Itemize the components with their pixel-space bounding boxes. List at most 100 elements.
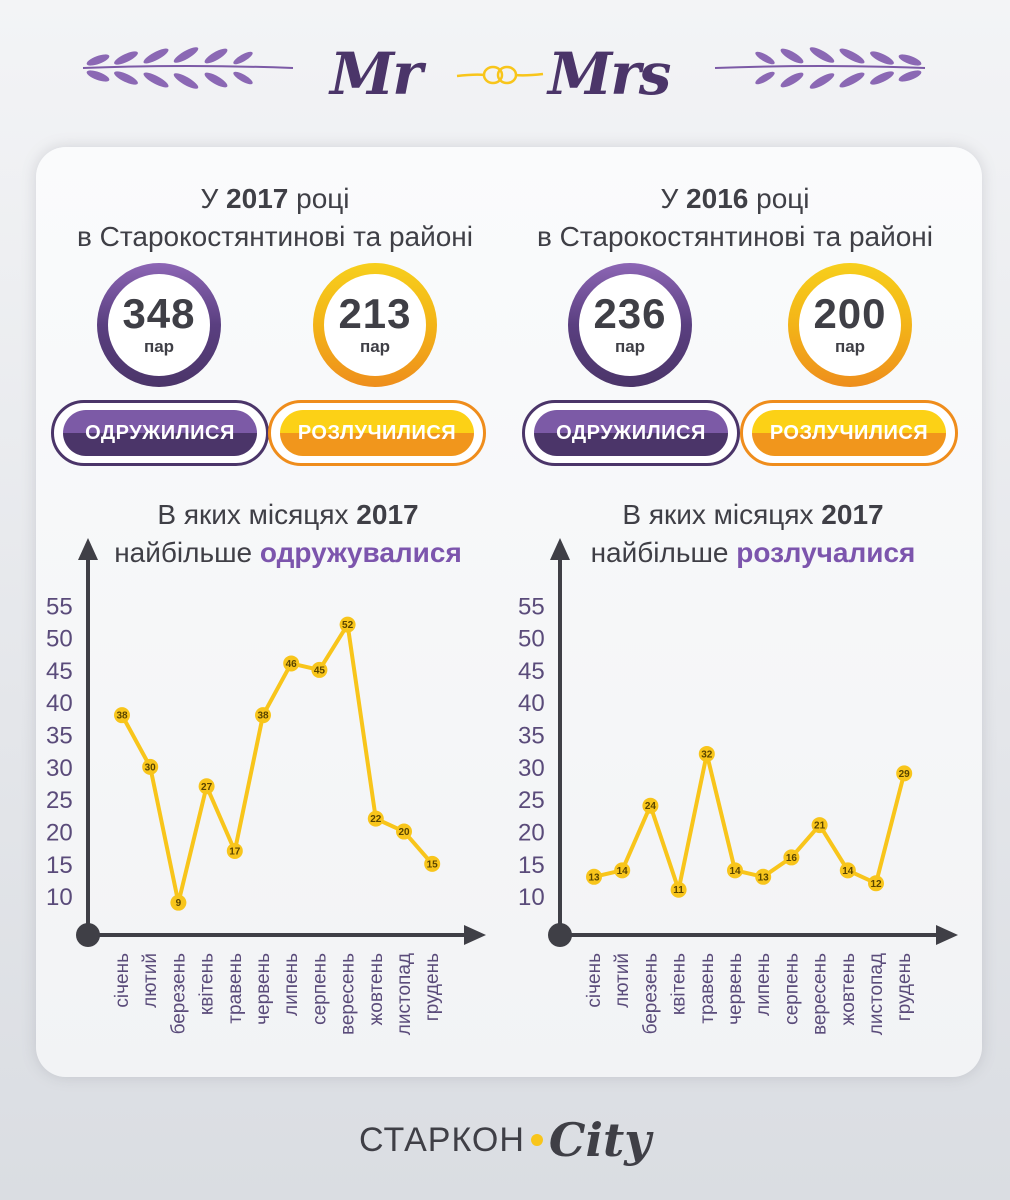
right-chart-data-label: 13 [588,872,600,883]
right-chart-data-point [586,868,602,885]
left-chart-data-label: 38 [116,711,128,722]
left-chart-data-point [283,655,300,672]
left-chart-data-label: 17 [229,846,241,857]
right-chart-x-tick-label: березень [640,953,661,1035]
right-divorced-circle: 200 пар [788,263,912,387]
right-year: 2016 [686,183,749,214]
right-chart-data-label: 14 [729,866,741,877]
right-chart-y-tick-label: 10 [518,884,545,911]
right-married-unit: пар [614,337,646,356]
right-chart-x-tick-label: липень [753,953,774,1016]
left-divorced-label: РОЗЛУЧИЛИСЯ [280,410,474,456]
left-chart-line2-pre: найбільше [114,537,260,568]
right-line-chart: 10 15 20 25 30 35 40 45 50 55 січень лютий березень к… [518,538,958,1035]
right-married-count: 236 [593,290,667,337]
right-chart-data-point [670,881,687,898]
left-subtitle: в Старокостянтинові та районі [77,221,473,252]
left-divorced-count: 213 [338,290,412,337]
right-chart-data-point [727,862,743,879]
right-laurel-icon [714,47,926,89]
left-married-label: ОДРУЖИЛИСЯ [63,410,257,456]
left-chart-data-label: 27 [201,782,213,793]
left-chart-data-point [142,758,159,775]
right-chart-title-pre: В яких місяцях [622,499,822,530]
left-chart-y-tick-label: 55 [46,593,73,620]
left-chart-x-tick-label: листопад [394,953,415,1035]
left-married-unit: пар [143,337,175,356]
right-chart-y-tick-label: 50 [518,626,545,653]
left-married-count: 348 [122,290,196,337]
left-chart-x-tick-label: грудень [422,953,443,1021]
left-chart-data-label: 20 [398,827,410,838]
logo-left-text: СТАРКОН [359,1120,525,1159]
right-chart-x-tick-label: травень [697,953,718,1024]
left-chart-data-point [396,823,412,840]
right-divorced-unit: пар [834,337,866,356]
left-chart-data-label: 52 [342,620,354,631]
left-chart-data-point [170,894,187,911]
right-chart-y-tick-label: 45 [518,658,545,685]
left-title-pre: У [200,183,227,214]
left-chart-data-point [311,661,328,678]
right-chart-data-point [614,862,631,879]
left-chart-year: 2017 [356,499,419,530]
right-chart-y-tick-label: 55 [518,593,545,620]
right-chart-data-point [839,862,856,879]
right-chart-x-tick-label: лютий [612,953,633,1008]
left-title: У 2017 році в Старокостянтинові та район… [45,180,505,256]
left-chart-data-label: 22 [370,814,382,825]
left-chart-y-tick-label: 45 [46,658,73,685]
right-chart-y-tick-label: 15 [518,852,545,879]
right-chart-data-label: 14 [617,866,629,877]
left-chart-data-point [226,842,243,859]
right-chart-title: В яких місяцях 2017 найбільше розлучалис… [523,496,983,572]
left-chart-y-tick-label: 25 [46,787,73,814]
left-chart-y-tick-label: 30 [46,755,73,782]
right-chart-data-point [698,745,715,762]
left-chart-x-tick-label: лютий [140,953,161,1008]
left-chart-title: В яких місяцях 2017 найбільше одружували… [58,496,518,572]
left-chart-x-tick-label: липень [281,953,302,1016]
left-chart-x-tick-label: січень [112,953,133,1008]
right-chart-data-point [868,875,884,892]
right-chart-x-tick-label: червень [725,953,746,1025]
right-chart-x-tick-label: серпень [781,953,802,1025]
left-chart-data-point [114,707,130,724]
left-chart-data-label: 38 [257,711,269,722]
left-married-badge: ОДРУЖИЛИСЯ [51,400,269,466]
left-chart-data-point [339,616,356,633]
right-chart-y-tick-label: 25 [518,787,545,814]
right-chart-data-label: 29 [899,769,911,780]
right-chart-data-point [896,765,913,782]
right-chart-origin-dot [548,923,572,947]
mr-title: Mr [330,40,423,108]
right-chart-data-label: 21 [814,821,826,832]
left-chart-data-point [367,810,384,827]
left-chart-x-tick-label: березень [168,953,189,1035]
left-chart-x-tick-label: жовтень [366,953,387,1026]
right-chart-year: 2017 [821,499,884,530]
right-chart-data-label: 12 [870,879,882,890]
right-chart-x-tick-label: жовтень [838,953,859,1026]
right-chart-y-tick-label: 40 [518,690,545,717]
left-chart-data-point [198,778,215,795]
footer-logo: СТАРКОН City [0,1110,1010,1170]
right-chart-data-point [811,817,828,834]
right-chart-data-label: 13 [758,872,770,883]
right-chart-data-point [642,797,659,814]
left-chart-y-tick-label: 10 [46,884,73,911]
left-divorced-badge: РОЗЛУЧИЛИСЯ [268,400,486,466]
left-chart-data-label: 46 [286,659,298,670]
right-chart-x-arrow-icon [936,925,958,945]
right-chart-y-tick-label: 30 [518,755,545,782]
header: Mr Mrs [0,0,1010,130]
right-title: У 2016 році в Старокостянтинові та район… [505,180,965,256]
left-chart-title-pre: В яких місяцях [157,499,357,530]
mrs-title: Mrs [548,40,671,108]
right-divorced-badge: РОЗЛУЧИЛИСЯ [740,400,958,466]
right-title-pre: У [660,183,687,214]
left-chart-y-arrow-icon [78,538,98,560]
left-chart-x-tick-label: серпень [309,953,330,1025]
right-title-post: році [748,183,810,214]
left-chart-data-point [255,707,271,724]
